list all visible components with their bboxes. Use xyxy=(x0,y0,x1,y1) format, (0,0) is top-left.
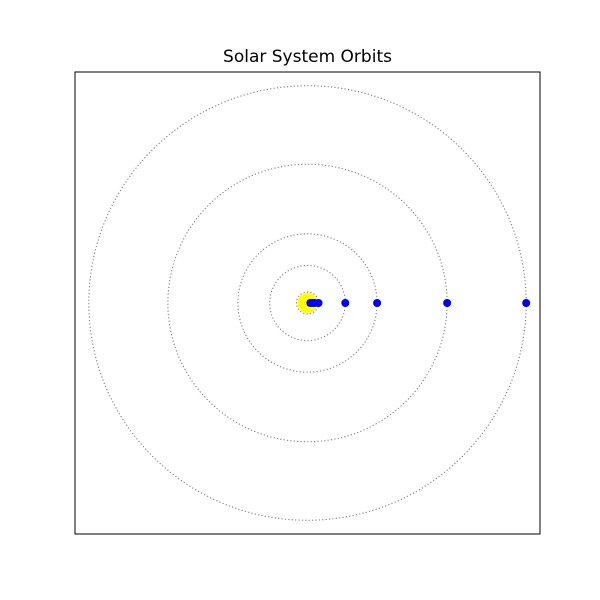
planet-point-8 xyxy=(522,299,531,307)
planet-point-5 xyxy=(341,299,350,307)
axes-frame xyxy=(74,71,541,535)
planet-point-7 xyxy=(443,299,452,307)
planets-layer xyxy=(306,299,531,307)
chart-title: Solar System Orbits xyxy=(223,47,392,67)
planet-point-4 xyxy=(314,299,323,307)
planet-point-6 xyxy=(373,299,382,307)
